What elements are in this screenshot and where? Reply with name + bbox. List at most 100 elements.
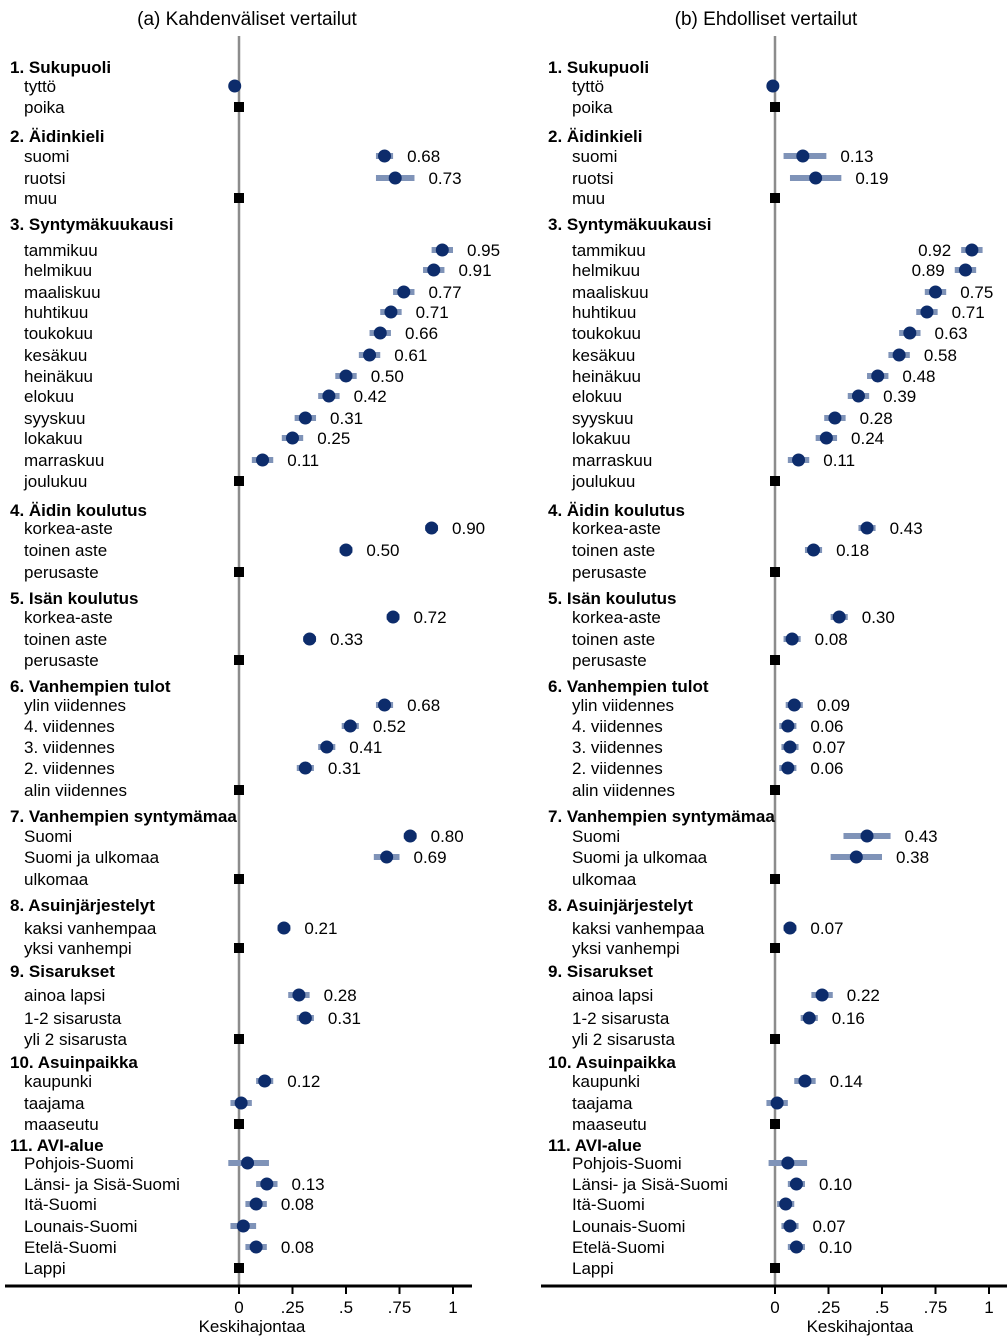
- estimate-point: [363, 349, 376, 362]
- value-label: 0.38: [896, 848, 929, 867]
- estimate-point: [425, 522, 438, 535]
- value-label: 0.77: [428, 283, 461, 302]
- value-label: 0.10: [819, 1175, 852, 1194]
- estimate-point: [322, 390, 335, 403]
- level-label: Länsi- ja Sisä-Suomi: [24, 1175, 180, 1194]
- estimate-point: [828, 412, 841, 425]
- level-label: syyskuu: [572, 409, 633, 428]
- estimate-point: [788, 699, 801, 712]
- value-label: 0.90: [452, 519, 485, 538]
- estimate-point: [790, 1178, 803, 1191]
- x-tick-label: .5: [339, 1298, 353, 1317]
- reference-marker: [770, 874, 780, 884]
- reference-marker: [770, 943, 780, 953]
- level-label: suomi: [572, 147, 617, 166]
- level-label: marraskuu: [572, 451, 652, 470]
- estimate-point: [378, 699, 391, 712]
- reference-marker: [770, 1034, 780, 1044]
- estimate-point: [303, 633, 316, 646]
- reference-marker: [770, 655, 780, 665]
- level-label: Lappi: [24, 1259, 66, 1278]
- estimate-point: [250, 1198, 263, 1211]
- x-axis-label: Keskihajontaa: [199, 1317, 306, 1336]
- level-label: lokakuu: [572, 429, 631, 448]
- x-tick-label: 0: [234, 1298, 243, 1317]
- level-label: toinen aste: [24, 630, 107, 649]
- value-label: 0.73: [428, 169, 461, 188]
- estimate-point: [235, 1097, 248, 1110]
- level-label: elokuu: [24, 387, 74, 406]
- reference-marker: [234, 193, 244, 203]
- reference-marker: [234, 567, 244, 577]
- value-label: 0.95: [467, 241, 500, 260]
- level-label: marraskuu: [24, 451, 104, 470]
- estimate-point: [374, 327, 387, 340]
- value-label: 0.72: [414, 608, 447, 627]
- level-label: alin viidennes: [572, 781, 675, 800]
- value-label: 0.06: [810, 717, 843, 736]
- reference-marker: [234, 655, 244, 665]
- group-label: 9. Sisarukset: [10, 962, 115, 981]
- level-label: 3. viidennes: [24, 738, 115, 757]
- level-label: 4. viidennes: [572, 717, 663, 736]
- x-axis-label: Keskihajontaa: [807, 1317, 914, 1336]
- group-label: 6. Vanhempien tulot: [548, 677, 709, 696]
- estimate-point: [299, 412, 312, 425]
- level-label: helmikuu: [24, 261, 92, 280]
- value-label: 0.50: [371, 367, 404, 386]
- reference-marker: [234, 1119, 244, 1129]
- group-label: 8. Asuinjärjestelyt: [548, 896, 693, 915]
- panel-b: (b) Ehdolliset vertailut 1. Sukupuolitytt…: [541, 9, 1007, 1336]
- x-tick-label: 1: [448, 1298, 457, 1317]
- group-label: 5. Isän koulutus: [548, 589, 676, 608]
- value-label: 0.10: [819, 1238, 852, 1257]
- value-label: 0.48: [902, 367, 935, 386]
- level-label: 2. viidennes: [24, 759, 115, 778]
- value-label: 0.39: [883, 387, 916, 406]
- estimate-point: [903, 327, 916, 340]
- estimate-point: [790, 1241, 803, 1254]
- value-label: 0.16: [832, 1009, 865, 1028]
- estimate-point: [920, 306, 933, 319]
- value-label: 0.43: [890, 519, 923, 538]
- estimate-point: [779, 1198, 792, 1211]
- level-label: taajama: [572, 1094, 633, 1113]
- value-label: 0.61: [394, 346, 427, 365]
- level-label: ruotsi: [572, 169, 614, 188]
- value-label: 0.66: [405, 324, 438, 343]
- level-label: Etelä-Suomi: [572, 1238, 665, 1257]
- level-label: korkea-aste: [572, 608, 661, 627]
- level-label: heinäkuu: [24, 367, 93, 386]
- value-label: 0.80: [431, 827, 464, 846]
- estimate-point: [807, 544, 820, 557]
- estimate-point: [436, 244, 449, 257]
- estimate-point: [861, 522, 874, 535]
- value-label: 0.58: [924, 346, 957, 365]
- level-label: yli 2 sisarusta: [572, 1030, 676, 1049]
- reference-marker: [770, 1119, 780, 1129]
- x-tick-label: .25: [817, 1298, 841, 1317]
- level-label: Pohjois-Suomi: [24, 1154, 134, 1173]
- estimate-point: [820, 432, 833, 445]
- estimate-point: [783, 741, 796, 754]
- x-tick-label: .75: [924, 1298, 948, 1317]
- reference-marker: [234, 476, 244, 486]
- estimate-point: [929, 286, 942, 299]
- level-label: kaksi vanhempaa: [572, 919, 705, 938]
- estimate-point: [389, 172, 402, 185]
- estimate-point: [241, 1157, 254, 1170]
- x-tick-label: 1: [984, 1298, 993, 1317]
- estimate-point: [250, 1241, 263, 1254]
- value-label: 0.07: [810, 919, 843, 938]
- level-label: ulkomaa: [24, 870, 89, 889]
- estimate-point: [803, 1012, 816, 1025]
- value-label: 0.22: [847, 986, 880, 1005]
- estimate-point: [792, 454, 805, 467]
- estimate-point: [809, 172, 822, 185]
- estimate-point: [378, 150, 391, 163]
- estimate-point: [861, 830, 874, 843]
- panel-title: (a) Kahdenväliset vertailut: [137, 9, 357, 30]
- level-label: helmikuu: [572, 261, 640, 280]
- value-label: 0.30: [862, 608, 895, 627]
- reference-marker: [234, 874, 244, 884]
